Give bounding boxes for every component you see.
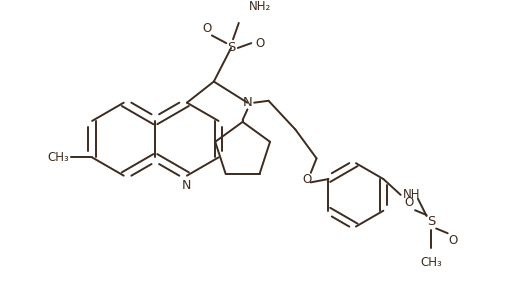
Text: S: S (227, 41, 235, 54)
Text: O: O (449, 234, 458, 247)
Text: O: O (405, 196, 414, 209)
Text: CH₃: CH₃ (420, 256, 442, 269)
Text: O: O (202, 22, 212, 35)
Text: NH: NH (402, 188, 420, 201)
Text: N: N (243, 96, 252, 109)
Text: O: O (255, 37, 265, 50)
Text: S: S (427, 215, 435, 228)
Text: CH₃: CH₃ (47, 151, 69, 164)
Text: N: N (182, 179, 192, 192)
Text: O: O (302, 173, 312, 186)
Text: NH₂: NH₂ (248, 0, 270, 13)
